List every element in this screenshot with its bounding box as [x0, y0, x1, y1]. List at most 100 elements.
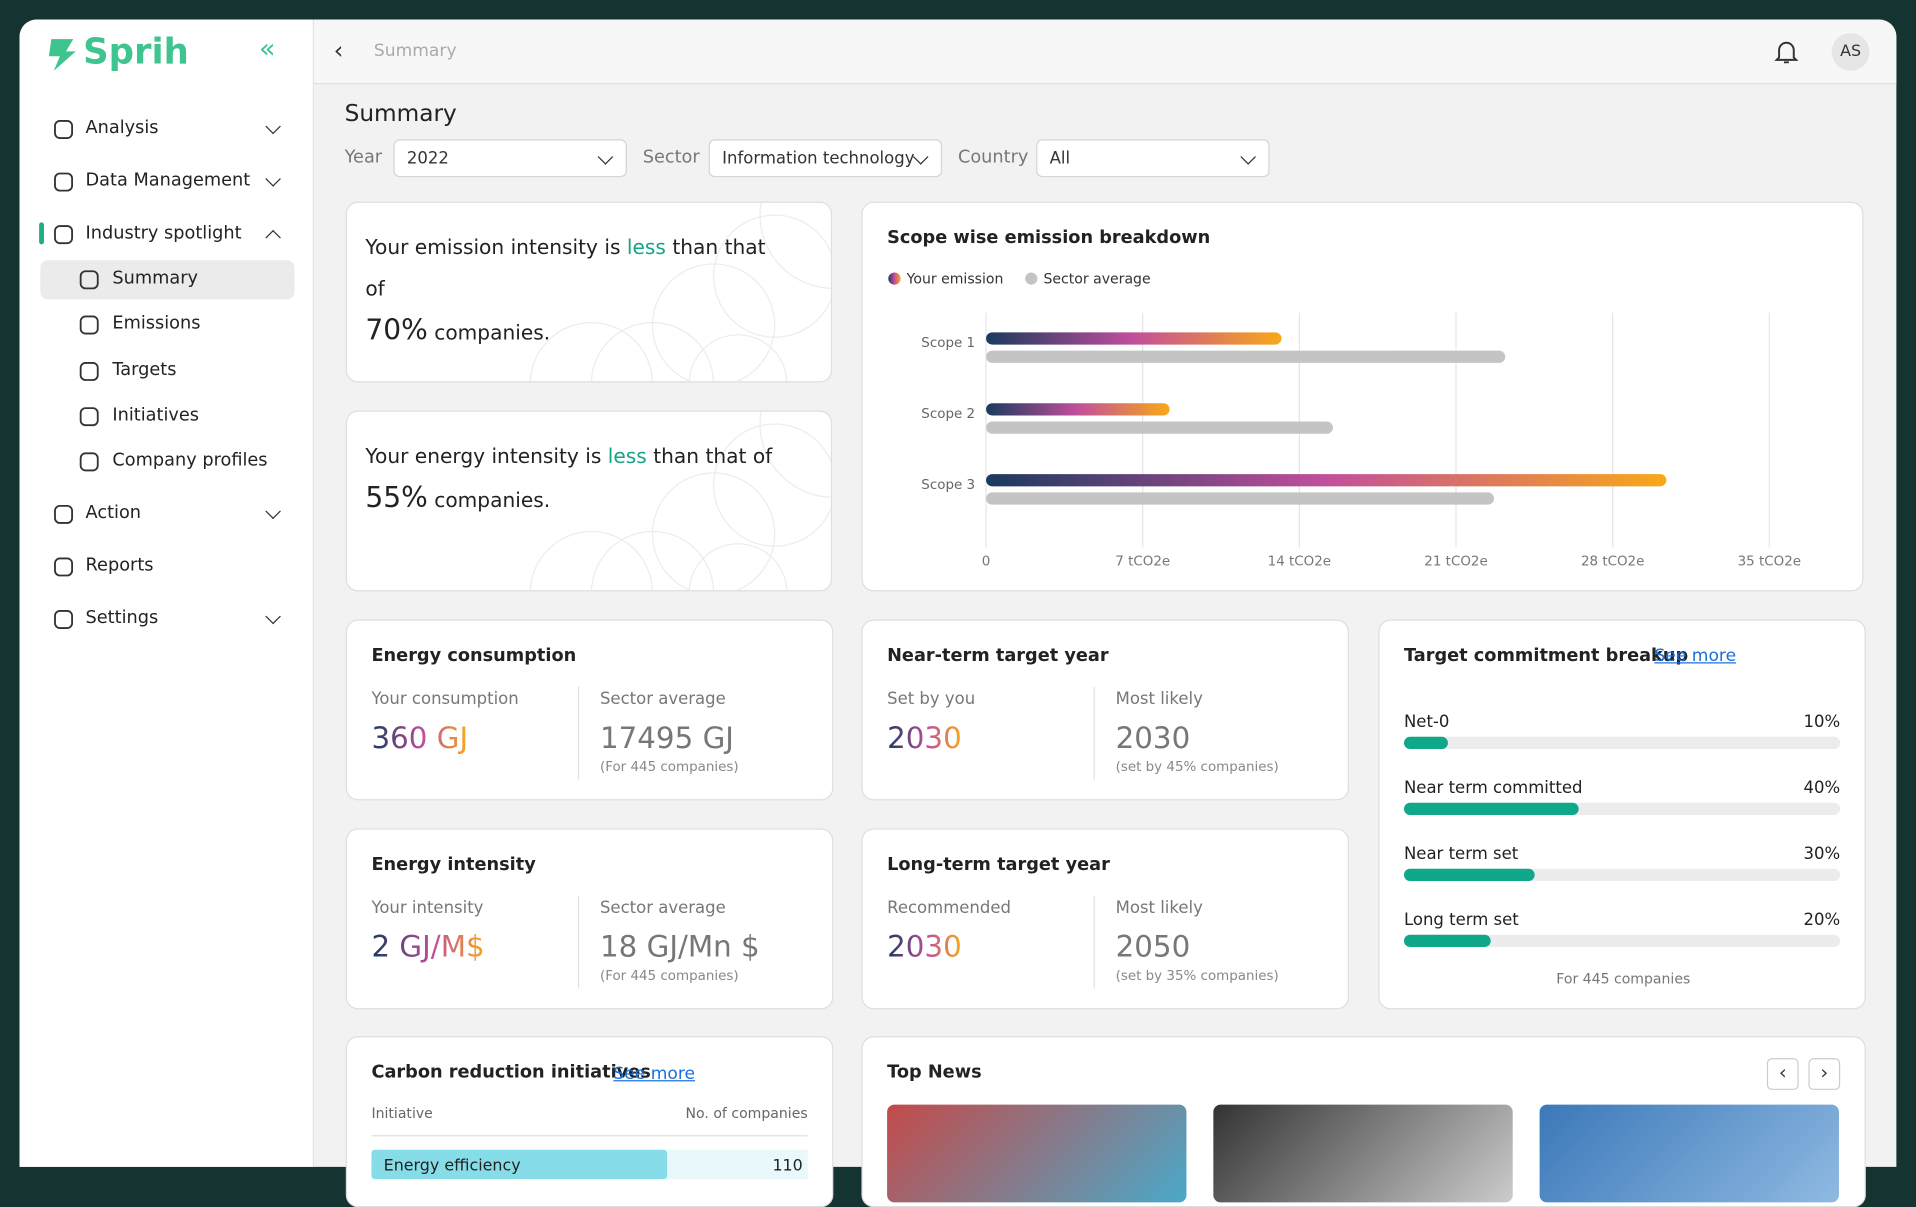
- insight-tail: companies.: [434, 321, 551, 345]
- bar: [986, 492, 1495, 505]
- insight-lead: Your emission intensity is: [365, 235, 621, 260]
- target-value-label: 10%: [1803, 712, 1841, 732]
- collapse-button[interactable]: «: [259, 34, 276, 65]
- prev-button[interactable]: ‹: [1766, 1058, 1799, 1090]
- column-header: Initiative: [371, 1104, 433, 1122]
- insight-highlight: less: [607, 444, 647, 468]
- nav-item[interactable]: Settings: [85, 608, 159, 629]
- nav-item[interactable]: Reports: [85, 555, 154, 576]
- decor-arc: [759, 411, 831, 498]
- divider: [1093, 686, 1095, 780]
- metric-title: Long-term target year: [887, 855, 1110, 875]
- topbar: ‹ Summary AS: [314, 19, 1897, 85]
- metric-title: Energy consumption: [371, 646, 577, 666]
- target-value-label: 30%: [1803, 844, 1841, 864]
- filter-select[interactable]: 2022: [393, 139, 627, 178]
- icon-shape: [54, 557, 74, 577]
- header-rule: [371, 1135, 808, 1137]
- metric-right-note: (For 445 companies): [599, 967, 739, 984]
- initiatives-link[interactable]: See more: [613, 1064, 696, 1084]
- news-image[interactable]: [1213, 1104, 1513, 1203]
- decor-arc: [712, 423, 831, 547]
- target-bar: [1403, 868, 1535, 881]
- y-tick-label: Scope 3: [921, 478, 975, 493]
- breadcrumb: Summary: [373, 41, 457, 62]
- insight-lead: Your energy intensity is: [365, 444, 602, 468]
- target-bar: [1403, 802, 1579, 816]
- decor-arc: [759, 202, 831, 289]
- nav-icon: [79, 270, 99, 290]
- row-label: Energy efficiency: [383, 1157, 521, 1176]
- nav-icon: [54, 504, 74, 524]
- bar: [986, 403, 1170, 416]
- nav-item[interactable]: Analysis: [85, 118, 159, 139]
- x-tick-label: 28 tCO2e: [1581, 555, 1644, 570]
- decor-arc: [529, 321, 654, 382]
- news-title: Top News: [887, 1063, 982, 1083]
- metric-left-value: 2030: [887, 720, 962, 756]
- insight-rest: than that of: [365, 235, 766, 301]
- icon-shape: [79, 407, 99, 427]
- divider: [1093, 895, 1095, 989]
- back-button[interactable]: ‹: [333, 35, 344, 65]
- metric-right-value: 17495 GJ: [599, 720, 734, 756]
- metric-card: Near-term target year Set by you 2030 Most …: [861, 619, 1349, 801]
- metric-right-value: 2030: [1115, 720, 1191, 756]
- subnav-item[interactable]: Initiatives: [112, 405, 200, 426]
- decor-arc: [712, 214, 831, 338]
- next-button[interactable]: ›: [1808, 1058, 1841, 1090]
- icon-shape: [79, 361, 99, 381]
- target-label: Near term set: [1403, 844, 1519, 864]
- metric-card: Long-term target year Recommended 2030 Most…: [861, 828, 1349, 1010]
- icon-shape: [79, 270, 99, 290]
- target-label: Long term set: [1403, 910, 1519, 930]
- metric-right-value: 2050: [1115, 929, 1191, 965]
- icon-shape: [79, 315, 99, 335]
- nav-icon: [54, 557, 74, 577]
- subnav-item[interactable]: Emissions: [112, 314, 201, 334]
- decor-arc: [651, 472, 776, 591]
- nav-item[interactable]: Industry spotlight: [85, 223, 242, 244]
- target-footnote: For 445 companies: [1556, 970, 1691, 988]
- target-title: Target commitment breakup: [1403, 646, 1689, 666]
- filter-label: Country: [957, 147, 1029, 168]
- metric-left-label: Recommended: [887, 898, 1011, 918]
- legend-swatch: [888, 272, 901, 285]
- sidebar: Sprih «: [19, 19, 315, 1167]
- target-label: Near term committed: [1403, 778, 1583, 798]
- x-tick-label: 7 tCO2e: [1115, 555, 1170, 570]
- active-item-bg: [40, 260, 295, 300]
- filter-select[interactable]: All: [1036, 139, 1270, 178]
- metric-left-value: 2 GJ/M$: [371, 929, 485, 965]
- nav-icon: [54, 172, 74, 192]
- metric-left-value: 2030: [887, 929, 962, 965]
- subnav-item[interactable]: Company profiles: [112, 450, 268, 471]
- metric-card: Energy intensity Your intensity 2 GJ/M$ Sec…: [345, 828, 834, 1010]
- column-header: No. of companies: [685, 1104, 808, 1122]
- metric-right-value: 18 GJ/Mn $: [599, 929, 760, 965]
- filter-select[interactable]: Information technology: [708, 139, 943, 178]
- nav-icon: [54, 225, 74, 245]
- filter-label: Year: [344, 147, 383, 168]
- nav-icon: [79, 407, 99, 427]
- news-image[interactable]: [1539, 1104, 1839, 1203]
- nav-icon: [79, 452, 99, 472]
- avatar[interactable]: AS: [1831, 32, 1870, 71]
- subnav-item[interactable]: Summary: [112, 268, 199, 289]
- decor-arc: [529, 530, 654, 591]
- subnav-item[interactable]: Targets: [112, 360, 177, 381]
- bar: [986, 332, 1282, 345]
- news-image[interactable]: [887, 1104, 1187, 1203]
- metric-right-label: Sector average: [599, 689, 726, 709]
- legend-label: Sector average: [1044, 271, 1151, 287]
- row-bar: [371, 1149, 668, 1180]
- target-link[interactable]: See more: [1654, 646, 1737, 666]
- nav-icon: [79, 315, 99, 335]
- insight-percent: 70%: [365, 315, 428, 348]
- page-title: Summary: [344, 100, 457, 128]
- metric-left-label: Your intensity: [371, 898, 484, 918]
- bell-icon[interactable]: [1772, 37, 1801, 66]
- nav-item[interactable]: Action: [85, 503, 142, 523]
- nav-item[interactable]: Data Management: [85, 171, 251, 191]
- metric-right-label: Most likely: [1115, 689, 1203, 709]
